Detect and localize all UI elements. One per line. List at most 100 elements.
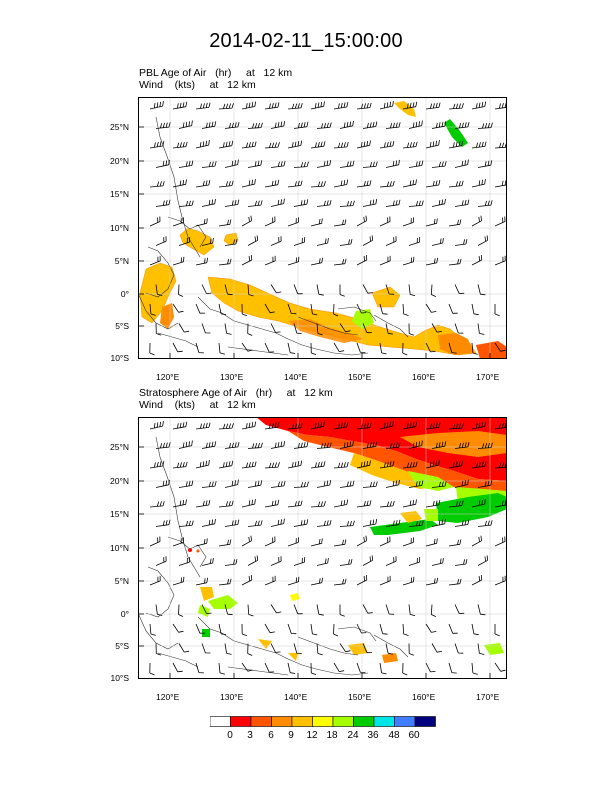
wind-barb [172,499,187,508]
wind-barb [448,662,457,674]
wind-barb [316,323,323,336]
wind-barb [149,180,165,188]
colorbar-label: 36 [367,730,379,741]
wind-barb [310,303,318,316]
lat-label: 5°N [114,576,129,586]
wind-barb [333,102,349,110]
wind-barb [310,342,317,355]
coastlines [138,116,409,356]
wind-barb [471,215,482,227]
lon-label: 130°E [220,372,244,382]
wind-barb [471,574,483,586]
colorbar-label: 0 [227,730,233,741]
wind-barb [402,576,415,586]
wind-barb [477,160,493,168]
wind-barb [241,662,253,672]
wind-barb [356,662,366,673]
colorbar-box [332,716,354,727]
wind-barb [356,623,367,634]
wind-barb [362,643,372,654]
wind-barb [172,101,188,110]
wind-barb [379,461,395,469]
wind-barb [247,480,263,488]
wind-barb [172,576,185,586]
wind-barb [224,559,238,566]
wind-barb [241,499,256,508]
wind-barb [270,236,282,246]
wind-barb [316,480,332,488]
wind-barb [218,460,234,469]
wind-barb [316,558,329,566]
colorbar [210,716,436,727]
wind-barb [408,604,416,617]
wind-barb [155,323,162,336]
wind-barb [454,604,465,614]
wind-barb [379,342,387,355]
wind-barb [224,643,232,655]
wind-barb [333,219,347,227]
wind-barb [218,662,226,675]
lat-label: 15°N [110,189,129,199]
wind-barb [270,441,286,449]
wind-barb [385,556,397,566]
wind-barb [379,421,394,430]
wind-barb [264,342,275,353]
wind-barb [155,236,167,246]
wind-barb [178,237,191,246]
wind-barb [454,239,468,246]
wind-barb [431,198,446,207]
lon-label: 170°E [476,692,500,702]
wind-barb [385,236,397,246]
wind-barb [241,421,257,430]
wind-barb [402,662,408,676]
wind-barb [293,237,306,246]
lon-label: 160°E [412,372,436,382]
wind-barb [425,218,438,227]
lat-label: 15°N [110,509,129,519]
wind-barb [264,303,275,314]
wind-barb [149,216,161,227]
wind-barb [448,103,464,110]
wind-barb [454,199,470,207]
wind-barb [402,141,418,149]
wind-barb [172,461,188,469]
wind-barb [425,577,438,586]
wind-barb [247,200,263,207]
wind-barb [201,643,211,654]
wind-barb [356,422,372,430]
lat-label: 0° [120,609,129,619]
wind-barb [471,303,479,316]
wind-barb [155,556,167,566]
wind-barb [195,662,204,674]
wind-barb [494,342,506,352]
wind-barb [247,604,254,617]
wind-barb [172,141,188,149]
wind-barb [356,574,368,586]
wind-barb [172,537,184,547]
wind-barb [494,422,507,430]
wind-barb [264,499,280,508]
wind-barb [408,520,424,527]
wind-barb [402,101,418,110]
wind-barb [310,101,325,110]
colorbar-label: 6 [268,730,274,741]
wind-barb [178,480,194,488]
wind-barb [218,539,232,547]
wind-barb [454,284,465,294]
wind-barb [477,200,493,207]
wind-barb [477,604,486,616]
wind-barb [149,303,156,316]
wind-barb [362,284,373,294]
wind-barb [430,284,436,297]
wind-barb [448,342,457,354]
wind-barb [385,643,394,655]
wind-barb [270,323,281,333]
wind-barbs [149,101,507,356]
wind-barb [224,323,232,335]
wind-barb [333,342,345,352]
wind-barb [155,442,171,449]
wind-barb [149,461,165,469]
wind-barb [362,604,373,614]
wind-barb [425,623,437,633]
wind-barb [448,219,462,227]
